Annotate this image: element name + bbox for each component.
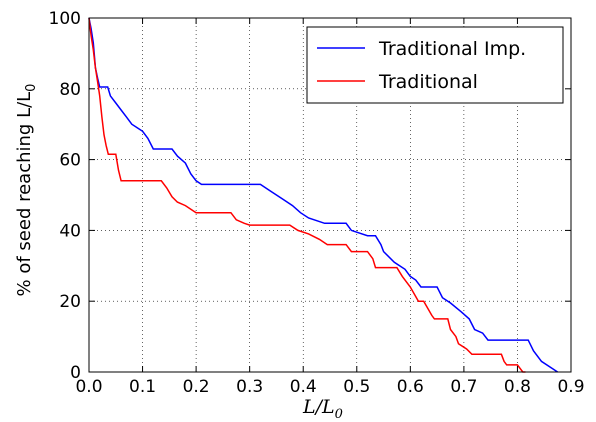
series-line-traditional-imp — [88, 17, 559, 373]
x-tick-label: 0.9 — [557, 377, 584, 397]
x-tick-label: 0.7 — [450, 377, 477, 397]
series-line-traditional — [88, 17, 526, 373]
y-tick-label: 0 — [70, 363, 81, 383]
x-tick-label: 0.2 — [183, 377, 210, 397]
legend-box — [306, 26, 564, 104]
x-tick-label: 0.0 — [75, 377, 102, 397]
x-tick-label: 0.6 — [397, 377, 424, 397]
x-tick-label: 0.5 — [343, 377, 370, 397]
y-axis-label: % of seed reaching L/L0 — [14, 84, 39, 297]
legend-label-traditional: Traditional — [378, 71, 478, 93]
grid — [89, 18, 571, 372]
tick-labels: 0.0 0.1 0.2 0.3 0.4 0.5 0.6 0.7 0.8 0.9 0 20 40 60 80 1… — [49, 9, 585, 397]
x-tick-label: 0.4 — [290, 377, 317, 397]
legend-label-traditional-imp: Traditional Imp. — [378, 38, 526, 60]
ticks — [88, 17, 572, 373]
x-tick-label: 0.1 — [129, 377, 156, 397]
plot-frame — [88, 17, 572, 373]
x-tick-label: 0.8 — [504, 377, 531, 397]
y-tick-label: 40 — [59, 221, 81, 241]
y-tick-label: 20 — [59, 292, 81, 312]
x-tick-label: 0.3 — [236, 377, 263, 397]
y-axis-label-subscript: 0 — [24, 84, 39, 92]
y-tick-label: 80 — [59, 80, 81, 100]
x-axis-label: L/L0 — [302, 396, 343, 422]
x-axis-label-subscript: 0 — [335, 407, 343, 422]
y-tick-label: 60 — [59, 151, 81, 171]
series-layer — [88, 17, 559, 373]
y-tick-label: 100 — [49, 9, 81, 29]
legend: Traditional Imp. Traditional — [306, 26, 564, 104]
